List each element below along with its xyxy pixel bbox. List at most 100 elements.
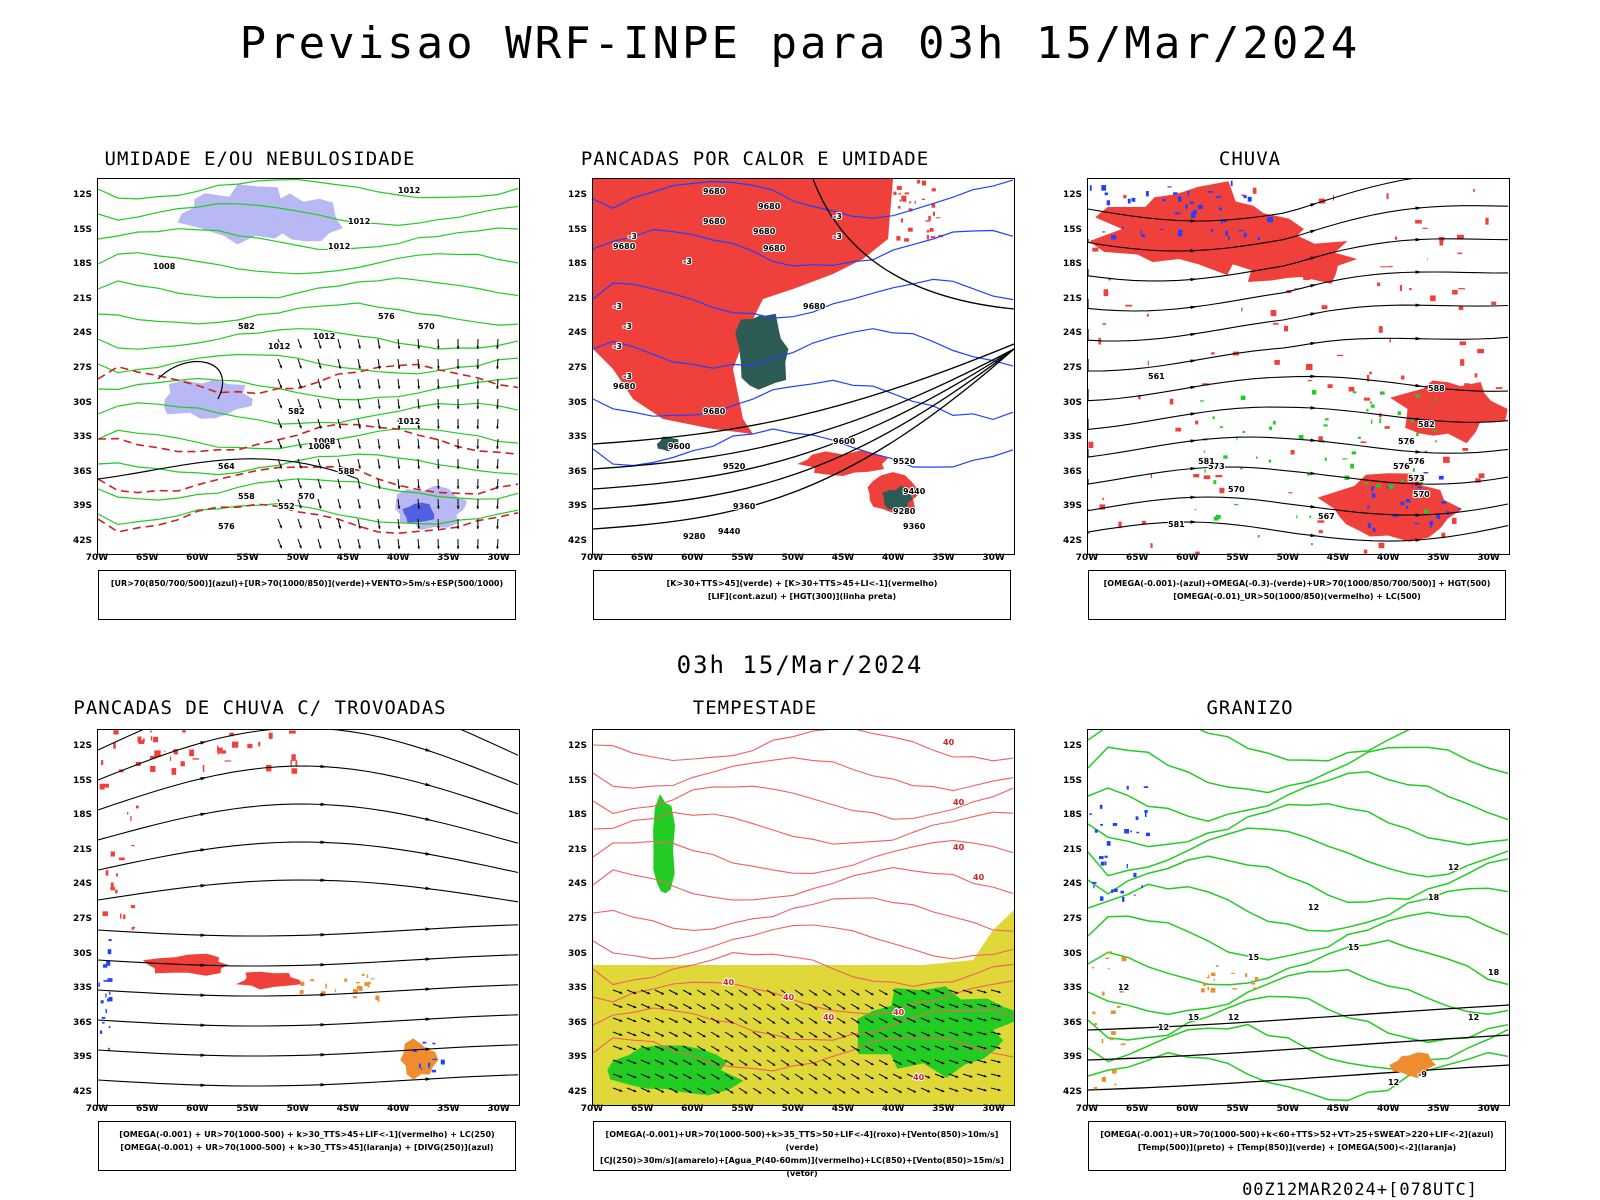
wind850-vector	[758, 1090, 762, 1094]
storm-red-speck	[130, 905, 136, 909]
lat-tick-label: 30S	[72, 397, 92, 408]
wind-vector	[358, 405, 361, 409]
wind-vector	[279, 485, 283, 489]
hgt500-streamline	[1190, 332, 1197, 337]
wind850-vector	[969, 990, 973, 994]
storm-red-speck	[219, 750, 227, 754]
wind850-vector	[870, 1062, 874, 1066]
contour-label: 1012	[398, 186, 420, 195]
rain-red-speck	[1426, 510, 1433, 515]
rain-red-speck	[1474, 373, 1478, 378]
lc250-streamline	[425, 782, 432, 787]
wind-vector	[299, 465, 302, 469]
rain-red-speck	[1146, 313, 1149, 317]
wind850-vector	[619, 1047, 623, 1050]
storm-red-speck	[123, 914, 126, 920]
map-trovoadas[interactable]	[97, 729, 520, 1106]
rain-blue-speck	[1243, 195, 1247, 199]
heat-convection-speck	[926, 230, 930, 233]
rain-red-speck	[1274, 360, 1280, 365]
legend-line-2: [CJ(250)>30m/s](amarelo)+[Agua_P(40-60mm…	[600, 1156, 1004, 1178]
contour-label: 576	[1398, 437, 1415, 446]
rain-blue-speck	[1104, 192, 1109, 196]
rain-blue-speck	[1267, 216, 1273, 223]
rain-green-speck	[1363, 476, 1365, 479]
heat-convection-speck	[929, 228, 934, 232]
hail-blue-speck	[1144, 810, 1148, 813]
humidity-low-contour	[98, 302, 519, 326]
map-chuva[interactable]: 588 582 576 576 573 570 567 581 581 561 576 573 570	[1087, 178, 1510, 555]
heat-convection-speck	[921, 198, 926, 201]
storm-red-speck	[137, 736, 142, 743]
contour-label: 570	[418, 322, 435, 331]
storm-red-speck	[115, 873, 118, 877]
lon-tick-label: 30W	[487, 553, 510, 563]
rain-red-speck	[1241, 194, 1246, 197]
contour-label: 582	[1418, 420, 1435, 429]
rain-blue-speck	[1089, 185, 1092, 191]
wind-vector	[436, 386, 440, 389]
rain-green-speck	[1298, 434, 1304, 440]
divergence-blue-speck	[105, 1009, 108, 1014]
lon-tick-label: 65W	[1125, 553, 1149, 563]
wind-vector	[496, 386, 499, 389]
wind850-vector	[898, 1034, 902, 1037]
wind-vector	[279, 505, 283, 509]
contour-label: 15	[1348, 943, 1360, 952]
wind850-vector	[941, 1005, 945, 1009]
rain-red-speck	[1141, 520, 1146, 525]
map-granizo[interactable]: 12 12 12 12 15 12 15 12 18 18 15 12 -9	[1087, 729, 1510, 1106]
lat-tick-label: 36S	[1062, 1017, 1082, 1028]
wind850-vector	[955, 1033, 959, 1036]
rain-green-speck	[1434, 397, 1436, 402]
wind-vector	[496, 366, 499, 369]
wind850-vector	[702, 1020, 706, 1024]
storm-orange-speck	[352, 989, 358, 993]
map-umidade[interactable]: 1012 1012 1012 1008 1012 1012 1008 1006 1012 576 5…	[97, 178, 520, 555]
rain-green-speck	[1397, 411, 1401, 416]
divergence-blue-speck	[413, 1049, 417, 1052]
rain-red-speck	[1460, 394, 1468, 401]
heat-convection-speck	[896, 186, 902, 190]
lon-tick-label: 30W	[1477, 553, 1500, 563]
wind-vector	[476, 366, 480, 369]
wind850-vector	[842, 1048, 846, 1052]
map-pancadas-calor[interactable]: 9680 9680 9680 9680 9680 9680 9680 9680 9680 9600…	[592, 178, 1015, 555]
convection-green-area	[735, 313, 789, 390]
contour-label: 9600	[668, 442, 691, 451]
wind-vector	[456, 346, 460, 349]
lc250-streamline	[425, 886, 432, 891]
storm-red-speck	[295, 760, 298, 767]
wind850-vector	[842, 1020, 846, 1024]
wind850-vector	[730, 1090, 734, 1094]
thickness-contour	[98, 465, 519, 495]
wind-vector	[338, 425, 342, 429]
heat-convection-speck	[921, 180, 926, 186]
storm-red-speck	[258, 741, 261, 747]
rain-red-speck	[1102, 247, 1105, 249]
map-tempestade[interactable]: 40 40 40 40 40 40 40 40 40	[592, 729, 1015, 1106]
storm-orange-speck	[299, 990, 304, 994]
contour-label: 576	[378, 312, 395, 321]
wind-vector	[456, 406, 460, 409]
temp850-contour	[1088, 730, 1411, 762]
wind850-vector	[983, 1060, 987, 1064]
hail-blue-speck	[1100, 823, 1104, 826]
rain-red-speck	[1478, 473, 1485, 479]
wind850-vector	[913, 1005, 917, 1009]
wind-vector	[338, 345, 342, 349]
temp500-contour	[1088, 1004, 1509, 1031]
lon-tick-label: 35W	[1427, 553, 1450, 563]
lat-tick-label: 24S	[1062, 328, 1082, 339]
storm-orange-speck	[310, 979, 315, 982]
lc250-streamline	[320, 993, 327, 997]
mid-title: 03h 15/Mar/2024	[676, 651, 924, 679]
lat-tick-label: 30S	[567, 397, 587, 408]
legend-line-2: [OMEGA(-0.01)_UR>50(1000/850)(vermelho) …	[1173, 592, 1421, 601]
wind850-vector	[674, 1090, 678, 1093]
divergence-blue-speck	[103, 964, 108, 968]
rain-red-speck	[1327, 384, 1333, 389]
hgt500-streamline	[1415, 270, 1422, 274]
hail-blue-speck	[1141, 885, 1143, 889]
wind850-vector	[702, 1048, 706, 1052]
